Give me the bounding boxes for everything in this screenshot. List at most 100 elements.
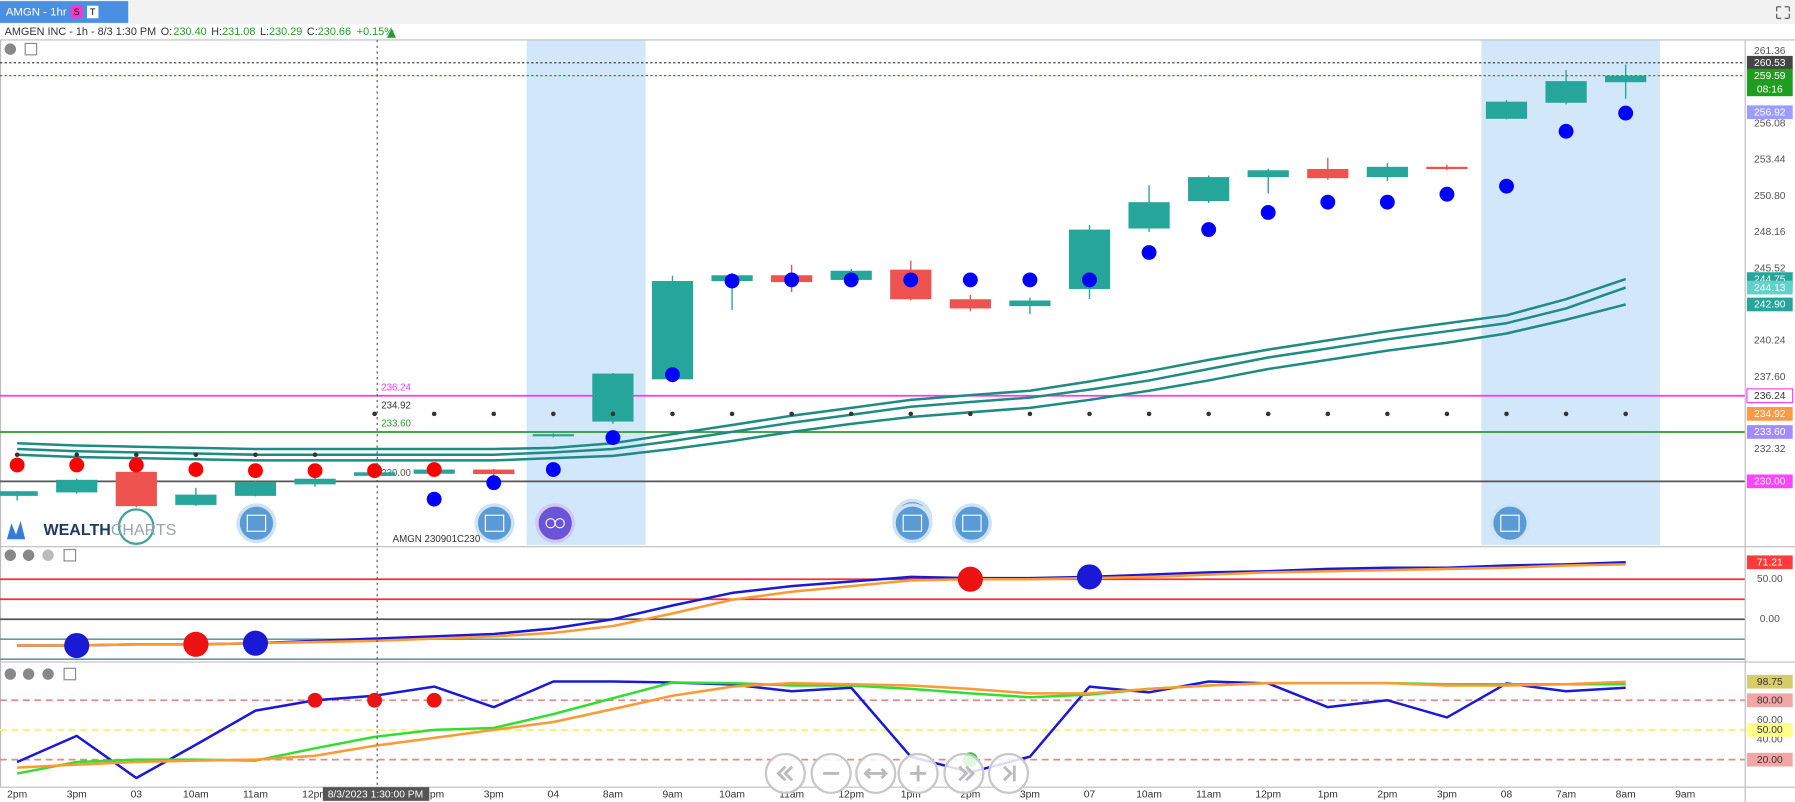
marker	[431, 411, 437, 417]
candle-body	[234, 482, 277, 496]
candle-body	[0, 491, 38, 496]
calendar-icon[interactable]	[951, 503, 992, 544]
marker	[1082, 272, 1097, 288]
badge-s	[70, 5, 83, 19]
badge-t	[87, 5, 99, 19]
calendar-icon[interactable]	[1489, 503, 1530, 544]
level-label: 236.24	[381, 382, 411, 393]
price-tag	[1746, 280, 1793, 295]
icon-glyph	[554, 518, 565, 529]
marker	[957, 566, 983, 592]
badge-label: S	[74, 7, 80, 17]
level-label: 234.92	[381, 400, 411, 411]
logo: WEALTHCHARTS	[6, 520, 177, 539]
x-tick-label: 11am	[243, 789, 268, 800]
series-line	[17, 277, 1627, 451]
price-tag	[1746, 674, 1793, 689]
price-tag-label: 71.21	[1757, 558, 1783, 569]
price-tag-label: 20.00	[1757, 755, 1783, 766]
nav-forward[interactable]	[943, 752, 985, 795]
glyph	[958, 765, 976, 782]
x-tick-label: 2pm	[424, 789, 444, 800]
price-tag	[1746, 752, 1793, 767]
y-tick-label: 256.08	[1754, 118, 1786, 129]
event-icon[interactable]	[117, 508, 155, 545]
control-button[interactable]	[22, 668, 35, 680]
x-tick-label: 11am	[779, 789, 804, 800]
calendar-icon[interactable]	[892, 498, 933, 544]
control-button[interactable]	[42, 549, 54, 561]
y-tick-label: 40.00	[1757, 735, 1783, 746]
pane-controls[interactable]	[4, 42, 77, 681]
logo-part: CHARTS	[111, 522, 177, 539]
x-tick-label: 10am	[183, 789, 209, 800]
control-button[interactable]	[4, 43, 17, 55]
candle-body	[175, 494, 217, 505]
icon-glyph	[484, 514, 505, 532]
y-tick-label: 248.16	[1754, 227, 1786, 238]
countdown-label: 08:16	[1757, 85, 1783, 96]
control-button[interactable]	[22, 549, 35, 561]
marker	[1027, 411, 1033, 417]
marker	[1076, 564, 1103, 590]
y-tick-label: 261.36	[1754, 46, 1786, 57]
series-line	[17, 563, 1626, 647]
candle-body	[1188, 177, 1230, 202]
control-button[interactable]	[4, 549, 17, 561]
symbol-tab[interactable]: AMGN - 1hr S T	[0, 1, 129, 23]
split-icon[interactable]	[535, 503, 576, 544]
icon-circle	[892, 503, 933, 544]
level-label: 230.00	[381, 468, 411, 479]
crosshair-label: 8/3/2023 1:30:00 PM	[328, 789, 424, 800]
marker	[128, 457, 144, 473]
marker	[1146, 411, 1152, 417]
x-tick-label: 10am	[719, 789, 745, 800]
price-tag-label: 242.90	[1754, 300, 1786, 311]
marker	[1504, 411, 1509, 417]
marker	[372, 411, 377, 417]
x-tick-label: 7am	[1556, 789, 1576, 800]
price-tag	[1746, 388, 1794, 404]
candle-body	[949, 299, 991, 309]
x-tick-label: 3pm	[1437, 789, 1457, 800]
price-tag	[1746, 425, 1793, 439]
marker	[729, 411, 735, 417]
logo-text: WEALTHCHARTS	[44, 522, 177, 539]
y-tick-label: 232.32	[1754, 444, 1786, 455]
ohlc-value: 230.29	[269, 26, 302, 38]
marker	[1499, 178, 1514, 194]
marker	[14, 452, 20, 458]
x-tick-label: 11am	[1196, 789, 1221, 800]
ohlc-value: 230.66	[318, 26, 351, 38]
x-tick-label: 08	[1501, 789, 1513, 800]
marker	[74, 452, 80, 458]
control-button[interactable]	[24, 42, 38, 56]
logo-part: WEALTH	[44, 522, 111, 539]
icon-circle	[236, 503, 277, 544]
candle-body	[651, 281, 694, 380]
control-button[interactable]	[4, 668, 17, 680]
glyph	[1002, 765, 1016, 782]
y-tick-label: 60.00	[1757, 715, 1783, 726]
calendar-icon[interactable]	[236, 503, 277, 544]
control-button[interactable]	[63, 548, 77, 562]
marker	[188, 462, 204, 477]
marker	[968, 411, 973, 417]
calendar-icon[interactable]	[474, 503, 515, 544]
price-tag	[1746, 474, 1793, 489]
control-button[interactable]	[42, 668, 54, 680]
marker	[962, 272, 978, 288]
expand-icon[interactable]	[1776, 6, 1790, 19]
crosshair-box	[322, 787, 430, 801]
nav-end[interactable]	[987, 752, 1030, 795]
control-button[interactable]	[63, 667, 77, 681]
price-tag	[1746, 105, 1793, 120]
marker	[665, 367, 680, 383]
marker	[64, 632, 90, 659]
price-tag-label: 260.53	[1754, 58, 1786, 69]
candle-body	[294, 478, 336, 485]
y-tick-label: 0.00	[1760, 614, 1780, 625]
top-bar	[0, 0, 1795, 24]
event-icons[interactable]	[117, 498, 1530, 545]
x-axis: 2pm 3pm 03 10am 11am 12pm 2pm 3pm 04 8am 9am 10am 11…	[7, 789, 1695, 800]
